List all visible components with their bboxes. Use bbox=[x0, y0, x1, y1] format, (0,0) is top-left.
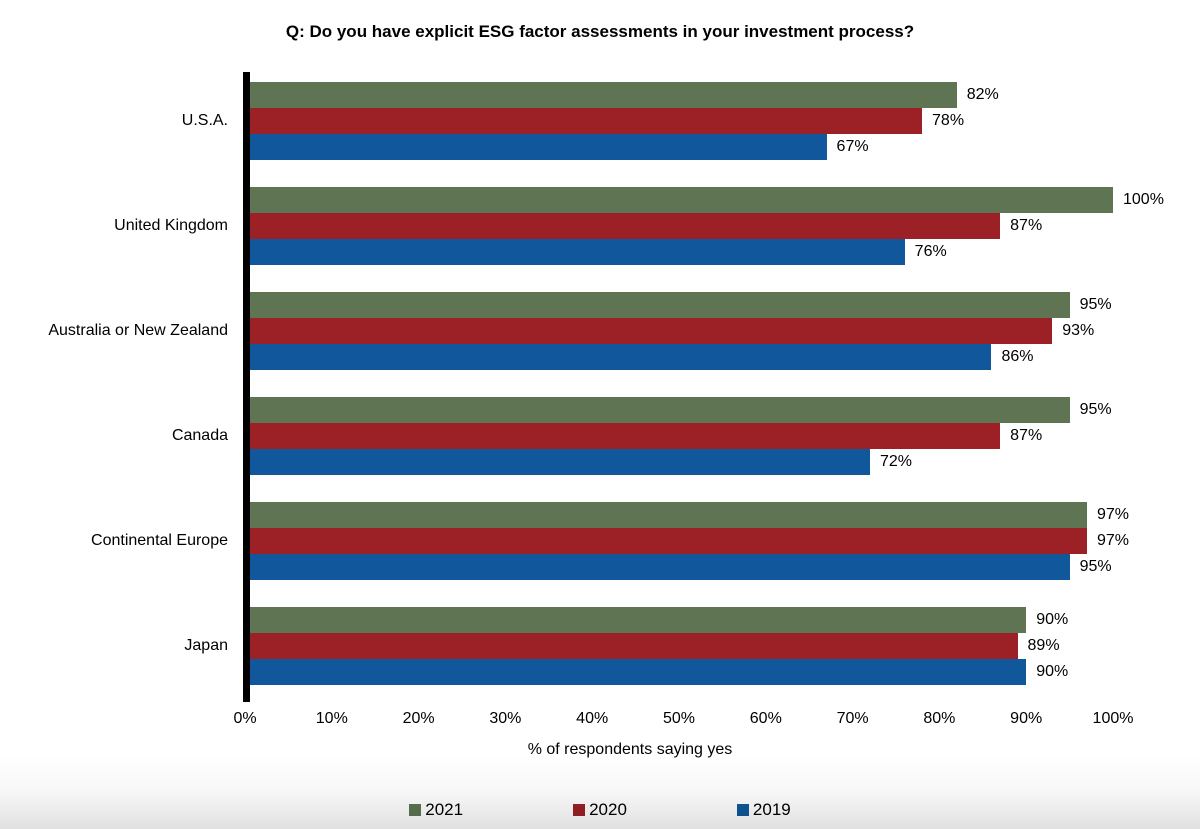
category-group: U.S.A. 82% 78% 67% bbox=[0, 72, 1200, 177]
value-label: 97% bbox=[1096, 506, 1129, 523]
value-label: 95% bbox=[1079, 296, 1112, 313]
category-group: Continental Europe 97% 97% 95% bbox=[0, 492, 1200, 597]
x-tick-label: 10% bbox=[315, 710, 348, 727]
x-tick-label: 100% bbox=[1092, 710, 1134, 727]
value-label: 97% bbox=[1096, 532, 1129, 549]
x-tick-label: 40% bbox=[576, 710, 609, 727]
value-label: 87% bbox=[1010, 427, 1043, 444]
category-label: United Kingdom bbox=[114, 217, 228, 234]
value-label: 72% bbox=[879, 453, 912, 470]
bar-2021: 100% bbox=[250, 187, 1164, 213]
x-axis-label: % of respondents saying yes bbox=[527, 741, 733, 758]
category-group: Canada 95% 87% 72% bbox=[0, 387, 1200, 492]
x-tick-label: 60% bbox=[749, 710, 782, 727]
bar-group: 95% 87% 72% bbox=[250, 397, 1112, 475]
bar-2019: 67% bbox=[250, 134, 869, 160]
bar-group: 90% 89% 90% bbox=[250, 607, 1068, 685]
legend-swatch-2021 bbox=[409, 804, 422, 816]
bar-group: 82% 78% 67% bbox=[250, 82, 999, 160]
category-group: Australia or New Zealand 95% 93% 86% bbox=[0, 282, 1200, 387]
bar-2019: 86% bbox=[250, 344, 1034, 370]
legend-swatch-2019 bbox=[736, 804, 749, 816]
bar-2019: 90% bbox=[250, 659, 1068, 685]
x-tick-label: 30% bbox=[489, 710, 522, 727]
bar-2020: 89% bbox=[250, 633, 1060, 659]
category-label: Canada bbox=[171, 427, 228, 444]
value-label: 67% bbox=[836, 138, 869, 155]
chart-title: Q: Do you have explicit ESG factor asses… bbox=[285, 22, 915, 41]
value-label: 90% bbox=[1036, 611, 1069, 628]
value-label: 89% bbox=[1027, 637, 1060, 654]
y-axis-line bbox=[243, 72, 250, 702]
value-label: 87% bbox=[1010, 217, 1043, 234]
value-label: 76% bbox=[914, 243, 947, 260]
x-tick-label: 80% bbox=[923, 710, 956, 727]
legend-label: 2021 bbox=[425, 800, 464, 819]
bar-2020: 87% bbox=[250, 423, 1042, 449]
category-label: Japan bbox=[184, 637, 228, 654]
bar-group: 97% 97% 95% bbox=[250, 502, 1129, 580]
bar-2021: 95% bbox=[250, 292, 1112, 318]
bar-2020: 87% bbox=[250, 213, 1042, 239]
bar-2019: 72% bbox=[250, 449, 912, 475]
bar-group: 100% 87% 76% bbox=[250, 187, 1164, 265]
bar-2020: 97% bbox=[250, 528, 1129, 554]
legend-item-2020: 2020 bbox=[573, 800, 627, 820]
bar-2021: 82% bbox=[250, 82, 999, 108]
category-group: Japan 90% 89% 90% bbox=[0, 597, 1200, 702]
legend-item-2021: 2021 bbox=[409, 800, 463, 820]
bar-chart: U.S.A. 82% 78% 67% United Kingdom 100% 87% 76% A… bbox=[0, 72, 1200, 702]
category-label: U.S.A. bbox=[181, 112, 228, 129]
bar-2021: 97% bbox=[250, 502, 1129, 528]
bar-2021: 90% bbox=[250, 607, 1068, 633]
x-tick-label: 70% bbox=[836, 710, 869, 727]
value-label: 86% bbox=[1001, 348, 1034, 365]
category-label: Australia or New Zealand bbox=[48, 322, 228, 339]
legend-swatch-2020 bbox=[573, 804, 586, 816]
value-label: 82% bbox=[966, 86, 999, 103]
value-label: 90% bbox=[1036, 663, 1069, 680]
value-label: 95% bbox=[1079, 401, 1112, 418]
x-tick-label: 20% bbox=[402, 710, 435, 727]
value-label: 93% bbox=[1062, 322, 1095, 339]
bar-2021: 95% bbox=[250, 397, 1112, 423]
legend-label: 2019 bbox=[752, 800, 791, 819]
value-label: 100% bbox=[1123, 191, 1164, 208]
legend-item-2019: 2019 bbox=[736, 800, 791, 820]
x-tick-label: 50% bbox=[662, 710, 696, 727]
bar-2019: 95% bbox=[250, 554, 1112, 580]
legend-label: 2020 bbox=[589, 800, 627, 819]
bar-group: 95% 93% 86% bbox=[250, 292, 1112, 370]
legend: 2021 2020 2019 bbox=[0, 800, 1200, 820]
bar-2020: 78% bbox=[250, 108, 964, 134]
value-label: 95% bbox=[1079, 558, 1112, 575]
value-label: 78% bbox=[932, 112, 965, 129]
category-group: United Kingdom 100% 87% 76% bbox=[0, 177, 1200, 282]
category-label: Continental Europe bbox=[91, 532, 228, 549]
bar-2020: 93% bbox=[250, 318, 1094, 344]
bar-2019: 76% bbox=[250, 239, 947, 265]
x-tick-label: 0% bbox=[233, 710, 257, 727]
x-axis-ticks: 0% 10% 20% 30% 40% 50% 60% 70% 80% 90% 100% bbox=[0, 710, 1200, 732]
x-tick-label: 90% bbox=[1010, 710, 1043, 727]
